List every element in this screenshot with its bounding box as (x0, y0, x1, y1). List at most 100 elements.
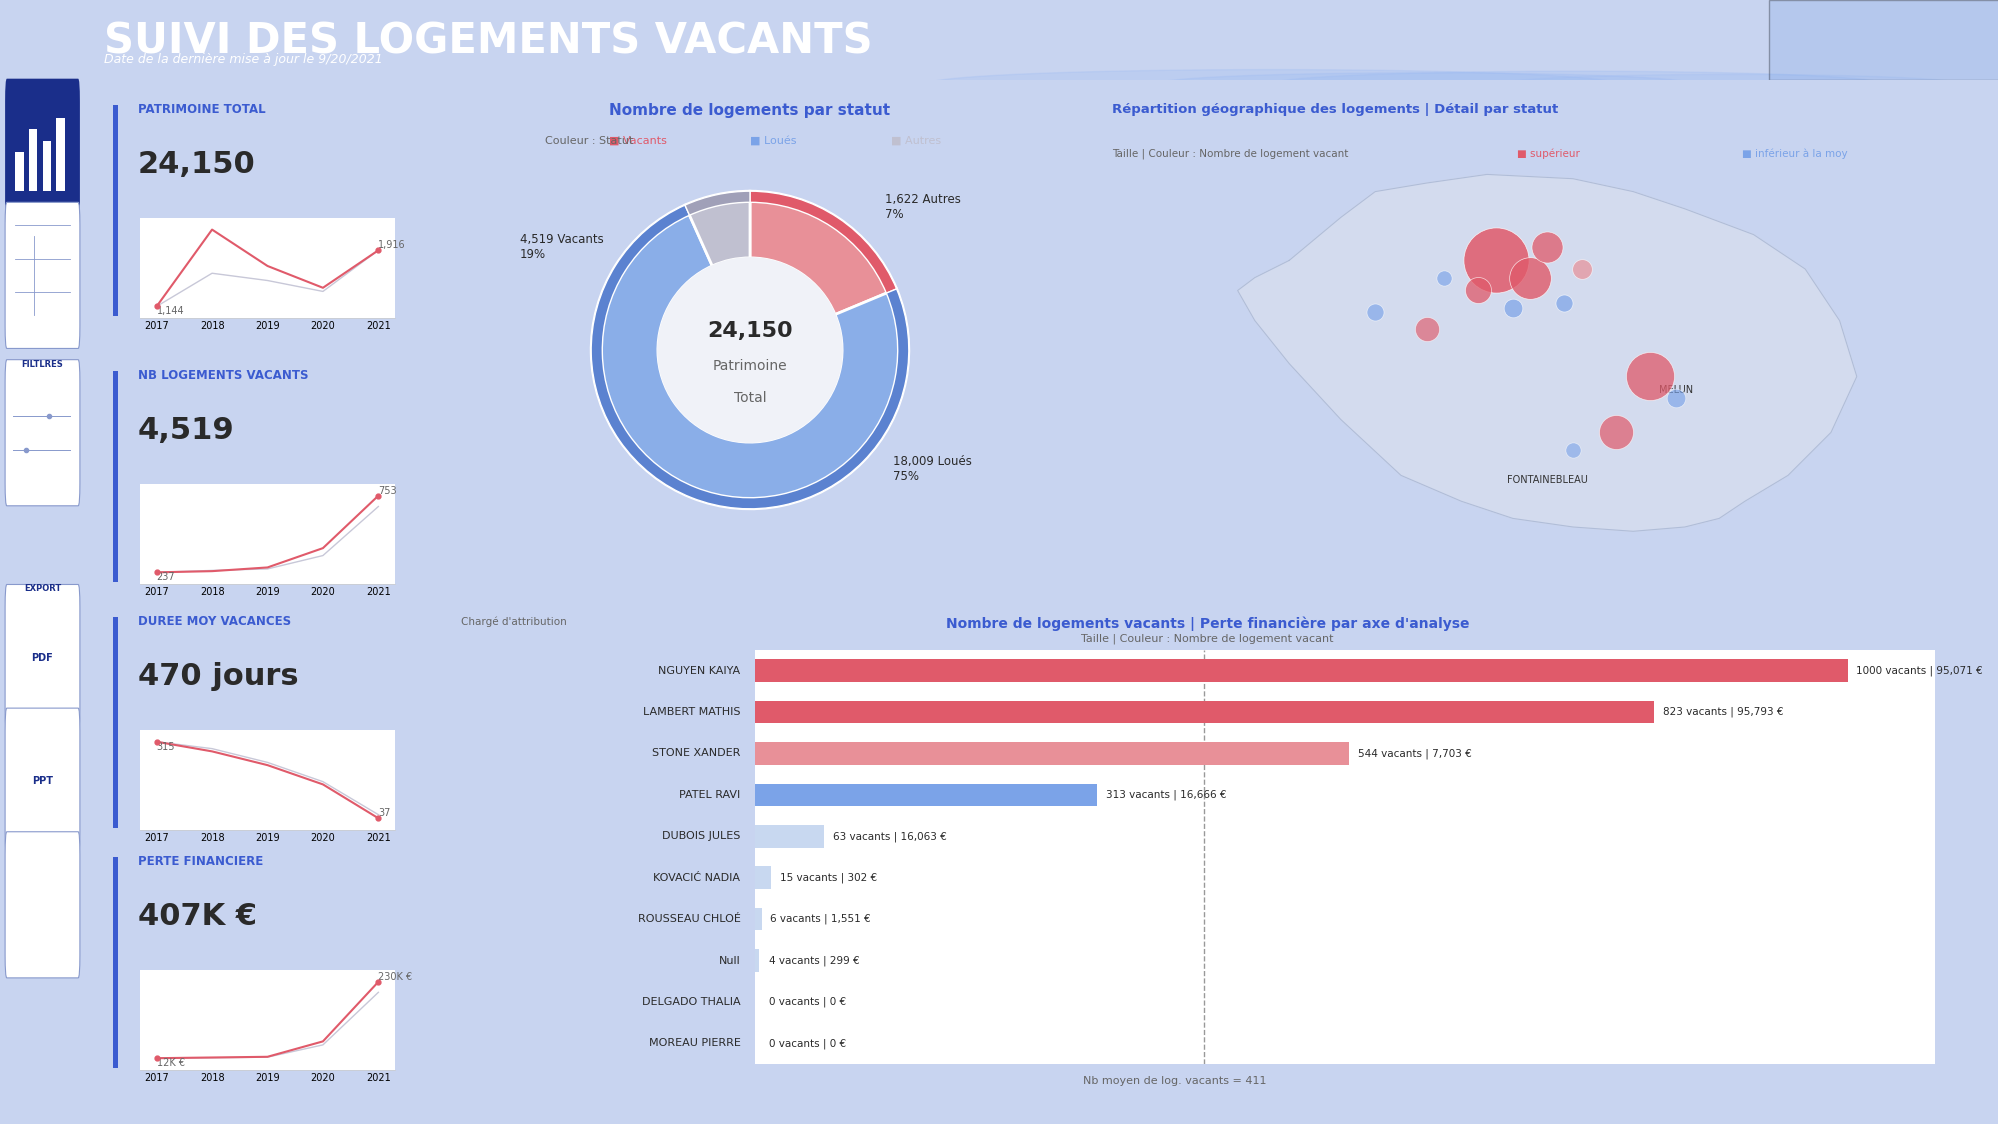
Text: Nb moyen de log. vacants = 411: Nb moyen de log. vacants = 411 (1083, 1076, 1267, 1086)
Bar (112, 858, 118, 1068)
Text: NAVIGATION: NAVIGATION (14, 79, 72, 88)
Text: FILTLRES: FILTLRES (22, 360, 64, 369)
Text: Total: Total (733, 391, 765, 405)
Point (1463, 281, 1495, 299)
Text: LAMBERT MATHIS: LAMBERT MATHIS (643, 707, 739, 717)
Bar (56, 118, 64, 191)
Text: 753: 753 (378, 486, 398, 496)
Point (1564, 260, 1596, 278)
Text: PATEL RAVI: PATEL RAVI (679, 790, 739, 800)
Text: NGUYEN KAIYA: NGUYEN KAIYA (657, 665, 739, 676)
Bar (755, 700, 1654, 724)
Text: Nombre de logements par statut: Nombre de logements par statut (609, 103, 891, 118)
Polygon shape (1271, 71, 1884, 84)
Text: Couleur : Statut: Couleur : Statut (545, 136, 633, 146)
Polygon shape (927, 70, 1616, 84)
Text: 24,150: 24,150 (707, 321, 793, 341)
Text: ■ supérieur: ■ supérieur (1516, 148, 1578, 158)
Text: 24,150: 24,150 (138, 149, 256, 179)
Text: PATRIMOINE TOTAL: PATRIMOINE TOTAL (138, 103, 266, 116)
Text: 37: 37 (378, 808, 390, 818)
Bar (755, 783, 1097, 806)
Bar (42, 140, 52, 191)
Text: 4,519 Vacants
19%: 4,519 Vacants 19% (519, 233, 603, 261)
Wedge shape (685, 191, 749, 216)
Text: Null: Null (719, 955, 739, 966)
Wedge shape (591, 205, 909, 509)
Text: 1,622 Autres
7%: 1,622 Autres 7% (885, 193, 961, 221)
Point (1479, 252, 1510, 270)
Text: MELUN: MELUN (1658, 386, 1692, 396)
Text: ■ inférieur à la moy: ■ inférieur à la moy (1740, 148, 1846, 158)
Text: PERTE FINANCIERE: PERTE FINANCIERE (138, 855, 264, 868)
Text: 237: 237 (156, 572, 176, 582)
Bar (112, 617, 118, 828)
Text: EXPORT: EXPORT (24, 584, 62, 593)
Wedge shape (591, 205, 909, 509)
Text: ROUSSEAU CHLOÉ: ROUSSEAU CHLOÉ (637, 914, 739, 924)
FancyBboxPatch shape (6, 360, 80, 506)
FancyBboxPatch shape (1768, 0, 1998, 80)
Point (1411, 320, 1443, 338)
Bar (755, 742, 1349, 765)
Text: Date de la dernière mise à jour le 9/20/2021: Date de la dernière mise à jour le 9/20/… (104, 53, 384, 65)
Text: ■ Loués: ■ Loués (749, 136, 795, 146)
FancyBboxPatch shape (6, 708, 80, 854)
Bar (755, 825, 823, 847)
Point (1359, 303, 1391, 321)
Text: Patrimoine: Patrimoine (713, 359, 787, 373)
Text: 823 vacants | 95,793 €: 823 vacants | 95,793 € (1662, 707, 1782, 717)
Text: 315: 315 (156, 742, 176, 752)
Text: 1000 vacants | 95,071 €: 1000 vacants | 95,071 € (1856, 665, 1982, 676)
Bar (16, 152, 24, 191)
Text: 313 vacants | 16,666 €: 313 vacants | 16,666 € (1105, 790, 1225, 800)
Text: 1,144: 1,144 (156, 307, 184, 316)
Wedge shape (749, 191, 897, 315)
Bar (112, 371, 118, 582)
Text: PPT: PPT (32, 777, 54, 786)
Bar (755, 908, 761, 931)
Text: 4 vacants | 299 €: 4 vacants | 299 € (769, 955, 859, 966)
Text: SUIVI DES LOGEMENTS VACANTS: SUIVI DES LOGEMENTS VACANTS (104, 20, 873, 62)
Text: Nombre de logements vacants | Perte financière par axe d'analyse: Nombre de logements vacants | Perte fina… (945, 616, 1469, 631)
Text: ■ Vacants: ■ Vacants (609, 136, 667, 146)
Text: Taille | Couleur : Nombre de logement vacant: Taille | Couleur : Nombre de logement va… (1081, 634, 1333, 644)
FancyBboxPatch shape (6, 79, 80, 225)
Text: DUBOIS JULES: DUBOIS JULES (661, 832, 739, 841)
Text: PDF: PDF (32, 653, 54, 662)
Text: DUREE MOY VACANCES: DUREE MOY VACANCES (138, 615, 292, 628)
Bar (755, 867, 771, 889)
Text: DELGADO THALIA: DELGADO THALIA (641, 997, 739, 1007)
Text: ■ Autres: ■ Autres (891, 136, 941, 146)
Text: 544 vacants | 7,703 €: 544 vacants | 7,703 € (1357, 749, 1471, 759)
Text: 6 vacants | 1,551 €: 6 vacants | 1,551 € (769, 914, 871, 924)
Text: STONE XANDER: STONE XANDER (651, 749, 739, 759)
Text: 15 vacants | 302 €: 15 vacants | 302 € (779, 872, 877, 883)
Text: Chargé d'attribution: Chargé d'attribution (462, 616, 567, 627)
Text: Répartition géographique des logements | Détail par statut: Répartition géographique des logements |… (1111, 103, 1558, 116)
Text: 18,009 Loués
75%: 18,009 Loués 75% (893, 455, 971, 483)
Text: 407K €: 407K € (138, 901, 256, 931)
Point (1556, 441, 1588, 459)
Bar (755, 660, 1846, 682)
Point (1598, 424, 1630, 442)
Text: 1,916: 1,916 (378, 241, 406, 251)
Bar (112, 106, 118, 316)
Text: 470 jours: 470 jours (138, 662, 298, 691)
Text: FONTAINEBLEAU: FONTAINEBLEAU (1506, 475, 1586, 486)
Point (1497, 299, 1528, 317)
FancyBboxPatch shape (6, 584, 80, 731)
Text: NB LOGEMENTS VACANTS: NB LOGEMENTS VACANTS (138, 369, 308, 382)
FancyBboxPatch shape (6, 202, 80, 348)
Point (1548, 294, 1580, 312)
Point (1660, 389, 1692, 407)
Point (1512, 269, 1544, 287)
Text: KOVACIĆ NADIA: KOVACIĆ NADIA (653, 872, 739, 882)
Point (1427, 269, 1459, 287)
Wedge shape (749, 191, 897, 293)
Polygon shape (1157, 73, 1692, 84)
Polygon shape (1500, 74, 1960, 84)
Text: Taille | Couleur : Nombre de logement vacant: Taille | Couleur : Nombre de logement va… (1111, 148, 1349, 158)
Text: 4,519: 4,519 (138, 416, 234, 445)
Text: 0 vacants | 0 €: 0 vacants | 0 € (769, 1039, 845, 1049)
